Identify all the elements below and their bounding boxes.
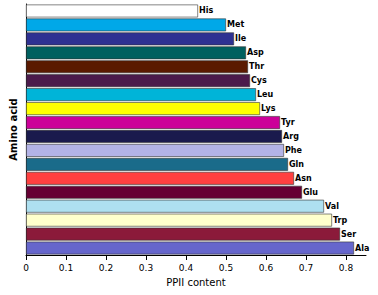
svg-text:Gln: Gln	[289, 160, 304, 169]
svg-text:Ile: Ile	[235, 34, 247, 43]
svg-text:PPII content: PPII content	[166, 277, 226, 288]
svg-text:0.3: 0.3	[139, 263, 153, 273]
svg-text:0.8: 0.8	[339, 263, 354, 273]
svg-text:0.4: 0.4	[179, 263, 194, 273]
svg-text:0.2: 0.2	[99, 263, 113, 273]
svg-text:Cys: Cys	[251, 76, 267, 85]
svg-text:0: 0	[23, 263, 29, 273]
svg-text:0.7: 0.7	[299, 263, 313, 273]
svg-text:Lys: Lys	[261, 104, 276, 113]
svg-text:Leu: Leu	[257, 90, 274, 99]
svg-text:0.1: 0.1	[59, 263, 73, 273]
svg-text:Ala: Ala	[355, 244, 369, 253]
svg-text:Glu: Glu	[303, 188, 318, 197]
svg-text:Ser: Ser	[341, 230, 356, 239]
svg-text:Thr: Thr	[249, 62, 264, 71]
svg-text:Asn: Asn	[295, 174, 312, 183]
svg-text:Asp: Asp	[247, 48, 264, 57]
svg-text:Met: Met	[227, 20, 244, 29]
svg-text:Val: Val	[325, 202, 339, 211]
svg-text:0.6: 0.6	[259, 263, 274, 273]
svg-text:Tyr: Tyr	[281, 118, 295, 127]
svg-text:Arg: Arg	[283, 132, 299, 141]
svg-text:Amino acid: Amino acid	[8, 98, 19, 160]
svg-text:Phe: Phe	[285, 146, 303, 155]
svg-text:0.5: 0.5	[219, 263, 233, 273]
svg-text:His: His	[199, 6, 213, 15]
svg-text:Trp: Trp	[333, 216, 348, 225]
